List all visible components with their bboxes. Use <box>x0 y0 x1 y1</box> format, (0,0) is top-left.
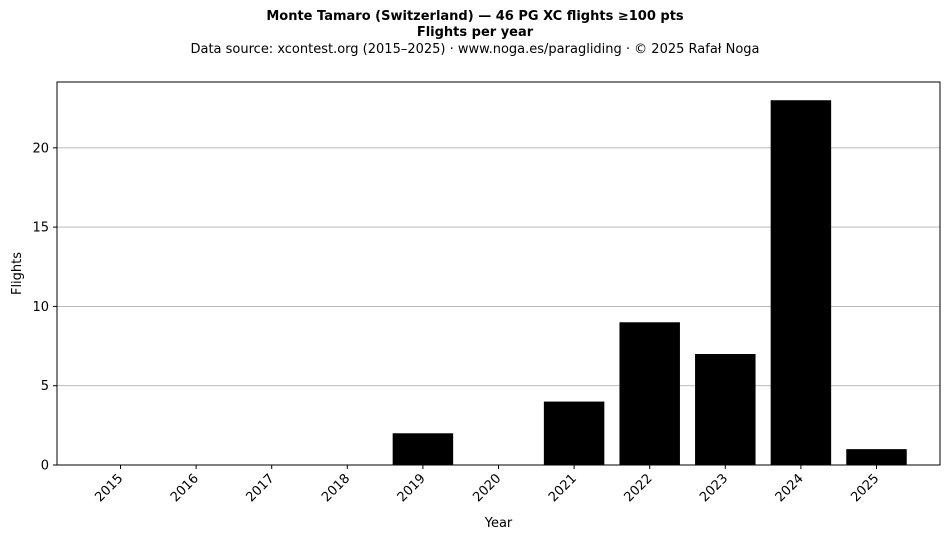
chart-title: Monte Tamaro (Switzerland) — 46 PG XC fl… <box>266 9 684 24</box>
chart-caption: Data source: xcontest.org (2015–2025) · … <box>190 42 760 57</box>
bar-2024 <box>770 100 832 465</box>
x-tick-label: 2018 <box>319 471 353 505</box>
bar-2022 <box>619 322 680 465</box>
x-tick-label: 2024 <box>773 471 807 505</box>
y-tick-label: 10 <box>32 300 49 315</box>
x-tick-label: 2021 <box>546 471 580 505</box>
y-tick-label: 5 <box>41 379 49 394</box>
y-axis: 0 5 10 15 20 <box>32 141 57 474</box>
x-tick-label: 2016 <box>168 471 202 505</box>
bar-2019 <box>392 433 454 465</box>
x-tick-label: 2025 <box>848 471 882 505</box>
bar-2025 <box>846 449 907 465</box>
x-tick-label: 2020 <box>470 471 504 505</box>
bar-2023 <box>695 353 756 465</box>
x-tick-label: 2017 <box>244 471 278 505</box>
chart-subtitle: Flights per year <box>416 25 534 40</box>
y-tick-label: 20 <box>32 141 49 156</box>
bars <box>392 100 907 465</box>
x-tick-label: 2015 <box>92 471 126 505</box>
y-tick-label: 15 <box>32 221 49 236</box>
bar-2021 <box>543 401 605 465</box>
x-tick-label: 2023 <box>697 471 731 505</box>
x-tick-label: 2022 <box>622 471 656 505</box>
x-tick-label: 2019 <box>395 471 429 505</box>
y-axis-label: Flights <box>10 252 25 295</box>
y-tick-label: 0 <box>41 459 49 474</box>
x-axis-label: Year <box>484 516 513 531</box>
x-axis: 2015 2016 2017 2018 2019 2020 2021 2022 2023 2024… <box>92 465 882 505</box>
